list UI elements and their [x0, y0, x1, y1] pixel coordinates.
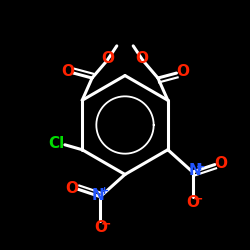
Text: O: O	[61, 64, 74, 79]
Text: N: N	[92, 188, 104, 203]
Text: −: −	[193, 193, 203, 206]
Text: −: −	[100, 218, 111, 230]
Text: O: O	[186, 196, 199, 210]
Text: O: O	[102, 51, 115, 66]
Text: O: O	[135, 51, 148, 66]
Text: +: +	[196, 162, 205, 172]
Text: O: O	[94, 220, 107, 235]
Text: +: +	[100, 186, 109, 196]
Text: N: N	[189, 163, 202, 178]
Text: O: O	[65, 180, 78, 196]
Text: O: O	[214, 156, 228, 171]
Text: Cl: Cl	[48, 136, 64, 151]
Text: O: O	[176, 64, 189, 79]
